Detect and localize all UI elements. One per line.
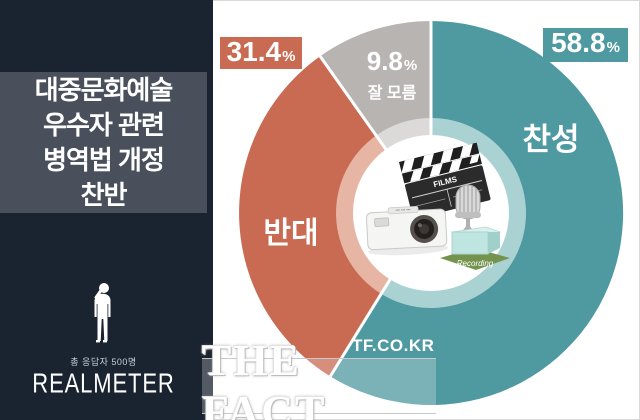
thefact-watermark-text: THE FACT	[202, 336, 327, 420]
poll-title-line: 병역법 개정	[43, 144, 165, 175]
recording-text: Recording	[457, 259, 494, 268]
slice-oppose	[239, 56, 431, 377]
thefact-watermark: THE FACT	[202, 336, 436, 420]
sidebar: 대중문화예술 우수자 관련 병역법 개정 찬반 총 응답자 500명 REALM…	[0, 0, 213, 420]
poll-title-line: 찬반	[80, 179, 128, 210]
unknown-slice-label: 잘 모름	[367, 85, 417, 102]
unknown-percent-value: 9.8	[366, 46, 403, 76]
svg-text:▪▪▪ ▪▪▪ ▪▪▪: ▪▪▪ ▪▪▪ ▪▪▪	[395, 207, 411, 213]
percent-sign: %	[403, 57, 418, 74]
oppose-percent-value: 31.4	[226, 36, 282, 67]
poll-title-line: 대중문화예술	[34, 74, 174, 105]
percent-sign: %	[606, 39, 620, 56]
oppose-percent-badge: 31.4 %	[220, 36, 302, 69]
agree-slice-label: 찬성	[522, 122, 580, 157]
poll-title-line: 우수자 관련	[43, 109, 165, 140]
agree-percent-badge: 58.8 %	[543, 27, 628, 62]
clapperboard-icon: FILMS	[399, 142, 491, 219]
saluting-soldier-icon	[94, 283, 111, 343]
unknown-label-group: 9.8 % 잘 모름	[348, 46, 436, 103]
realmeter-logo: REALMETER	[32, 368, 175, 400]
oppose-slice-label: 반대	[263, 217, 319, 250]
microphone-icon: Recording	[440, 184, 510, 270]
camera-icon: ▪▪▪ ▪▪▪ ▪▪▪	[365, 205, 449, 256]
agree-percent-value: 58.8	[551, 27, 606, 58]
respondent-count: 총 응답자 500명	[70, 357, 137, 367]
poll-title-box: 대중문화예술 우수자 관련 병역법 개정 찬반	[0, 72, 207, 213]
percent-sign: %	[282, 48, 296, 65]
site-url: TF.CO.KR	[352, 336, 435, 355]
